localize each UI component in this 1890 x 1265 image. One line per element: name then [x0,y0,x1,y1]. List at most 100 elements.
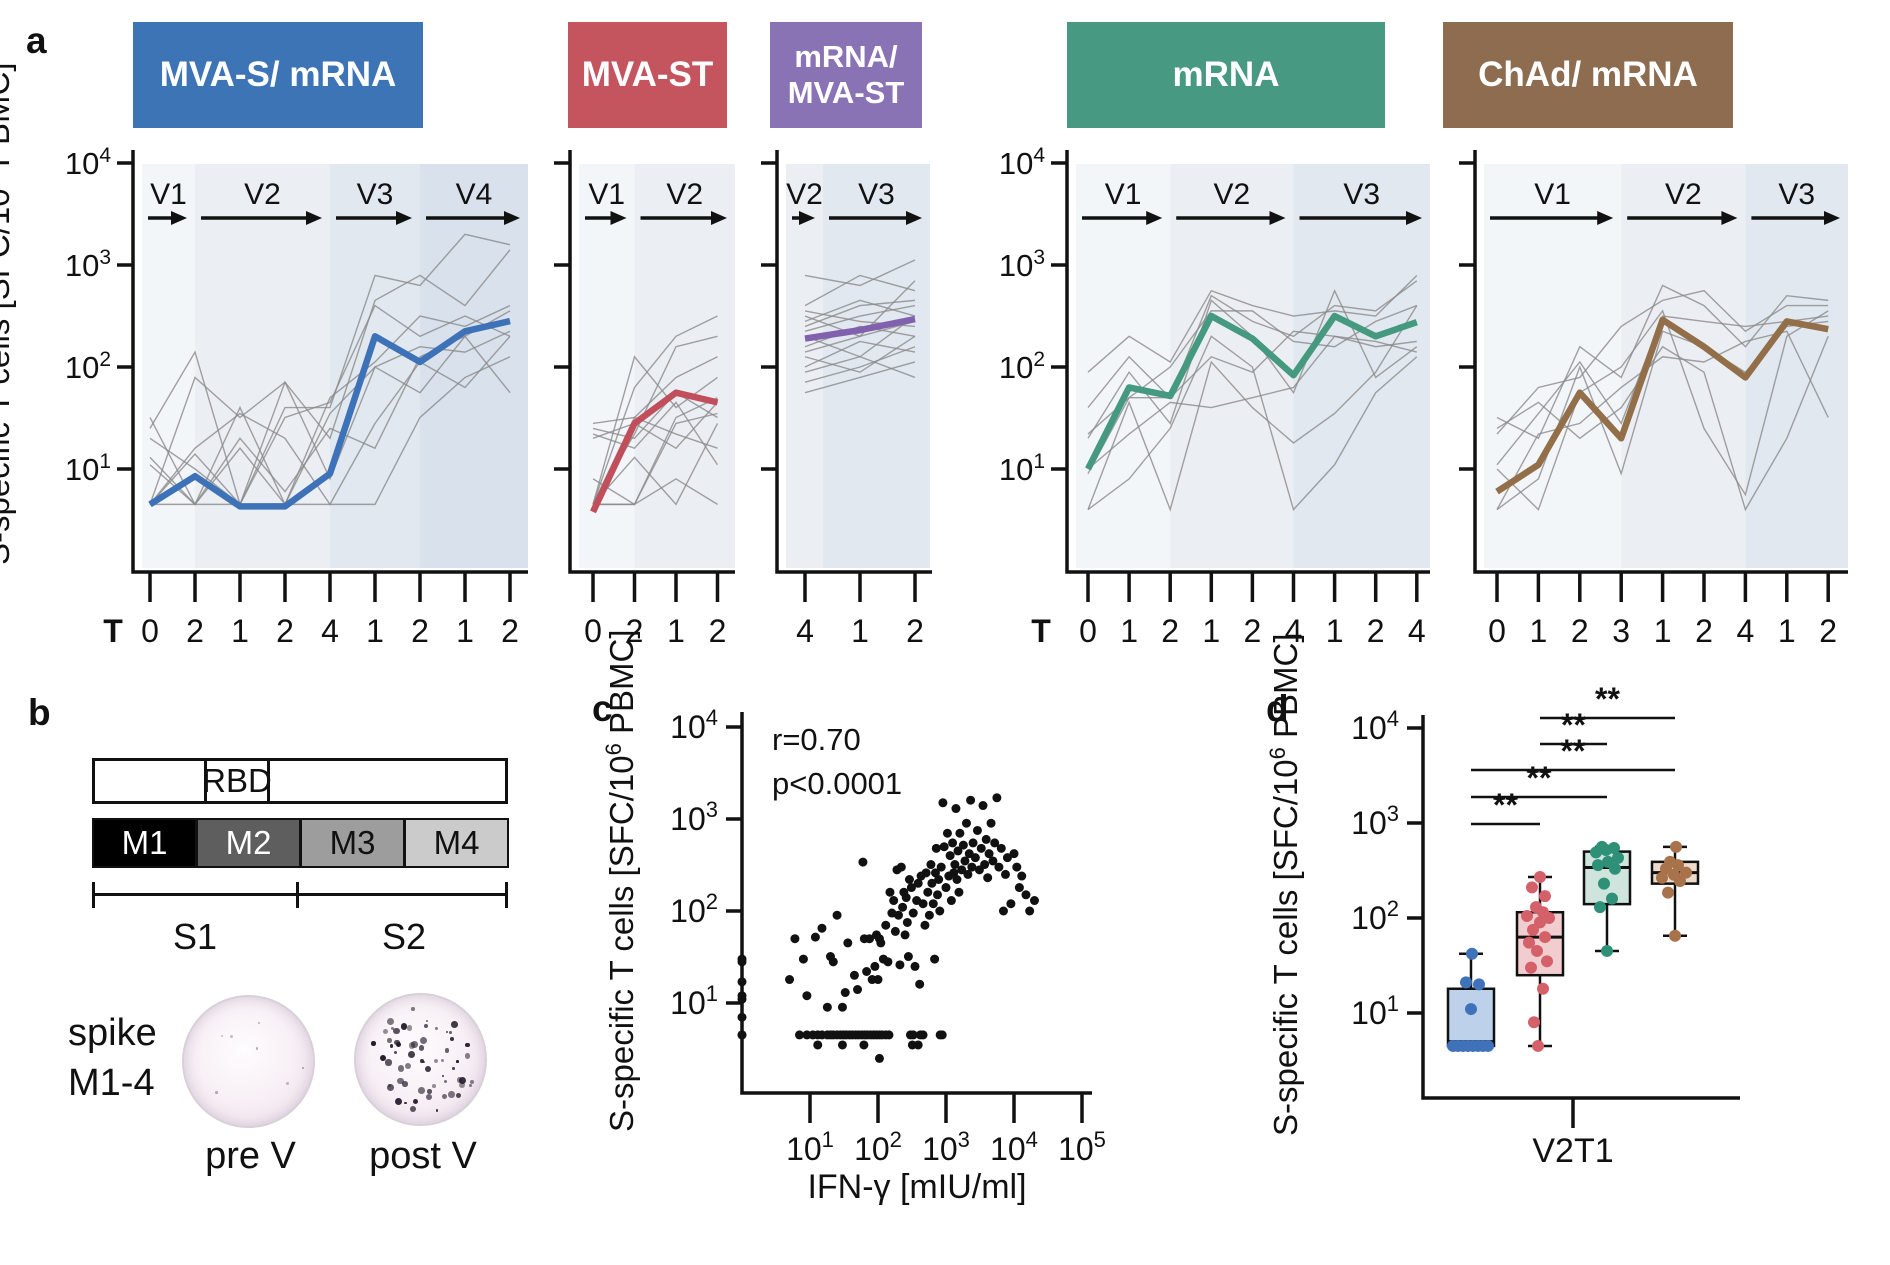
scatter-point [876,938,886,948]
elispot-spot [215,1090,218,1094]
header-mrna: mRNA [1067,22,1385,128]
scatter-point [737,954,747,964]
m1-segment: M1 [92,818,197,868]
elispot-spot [409,1105,416,1112]
x-tick-label: 1 [1530,613,1548,649]
svg-text:102: 102 [1351,896,1399,936]
elispot-spot [393,1050,397,1054]
scatter-point [924,910,934,920]
individual-subject-line [592,315,718,505]
x-tick-label: 2 [1161,613,1179,649]
scatter-point [921,868,931,878]
data-point [1539,890,1551,903]
elispot-spot [444,1048,450,1053]
scatter-point [822,1002,832,1012]
scatter-point [978,801,988,811]
x-tick-label: 4 [1737,613,1755,649]
scatter-point [865,934,875,944]
scatter-point [960,856,970,866]
scatter-point [837,1002,847,1012]
scatter-point [908,908,918,918]
data-point [1466,947,1478,960]
elispot-spot [424,1024,429,1029]
panel-c-x-axis-title: IFN-γ [mIU/ml] [807,1168,1027,1206]
elispot-spot [404,1062,412,1070]
data-point [1656,871,1668,884]
scatter-point [970,853,980,863]
elispot-spot [451,1021,458,1028]
p-value: p<0.0001 [772,766,903,801]
phase-label-V3: V3 [858,178,895,211]
scatter-point [737,1012,747,1022]
individual-subject-line [1087,280,1418,409]
data-point [1602,855,1614,868]
scatter-point [901,893,911,903]
scatter-point [790,934,800,944]
scatter-point [896,862,906,872]
scatter-point [1017,871,1027,881]
scatter-point [870,961,880,971]
x-tick-label: 4 [796,613,814,649]
header-mva-st: MVA-ST [568,22,727,128]
phase-arrow [1721,211,1738,225]
scatter-point [930,868,940,878]
scatter-point [930,954,940,964]
svg-text:105: 105 [1058,1127,1106,1167]
scatter-point [966,795,976,805]
scatter-panel-tcell_vs_ifng_scatter: 104 103 102 101 101 102 103 104 105 [670,705,1106,1167]
rbd-segment: RBD [202,758,272,804]
svg-text:101: 101 [65,450,111,487]
elispot-spot [390,1027,394,1031]
x-tick-label: 1 [231,613,249,649]
elispot-spot [435,1026,439,1030]
elispot-spot [419,1045,425,1051]
scatter-point [1012,862,1022,872]
scatter-point [1002,853,1012,863]
spike-protein-bar [92,758,508,804]
elispot-spot [425,1019,428,1022]
scatter-point [794,1030,804,1040]
phase-shading-V3 [1745,164,1848,568]
elispot-spot [229,1034,233,1038]
scatter-point [837,1040,847,1050]
scatter-point [958,840,968,850]
bracket-tick-mid [296,882,299,908]
data-point [1526,881,1538,894]
scatter-point [953,846,963,856]
individual-subject-line [804,320,916,353]
phase-arrow [1824,211,1840,225]
scatter-point [954,887,964,897]
scatter-point [737,991,747,1001]
line-panel-mva_st: 0 2 1 2V1 V2 [554,150,735,649]
elispot-spot [380,1055,387,1062]
data-point [1465,1003,1477,1016]
scatter-point [802,991,812,1001]
scatter-point [923,887,933,897]
correlation-annotation: r=0.70 p<0.0001 [772,718,902,806]
scatter-point [983,873,993,883]
group-mean-line [1085,312,1418,471]
svg-text:101: 101 [999,450,1045,487]
data-point [1606,892,1618,905]
scatter-point [938,798,948,808]
phase-label-V2: V2 [1213,178,1250,211]
x-tick-label: 2 [276,613,294,649]
elispot-spot [408,1042,416,1049]
panel-a-label: a [26,20,47,61]
scatter-point [817,923,827,933]
individual-subject-line [1496,309,1829,511]
boxplot-group-mva-s-mrna [1446,947,1496,1052]
individual-subject-line [804,299,916,328]
scatter-point [904,874,914,884]
elispot-well-pre-vaccination [182,995,315,1128]
individual-subject-line [1087,274,1418,373]
scatter-point [950,860,960,870]
elispot-spot [449,1031,453,1035]
data-point [1598,877,1610,890]
scatter-point [935,906,945,916]
scatter-point [949,868,959,878]
scatter-point [810,932,820,942]
elispot-spot [371,1041,376,1046]
data-point [1532,1039,1544,1052]
